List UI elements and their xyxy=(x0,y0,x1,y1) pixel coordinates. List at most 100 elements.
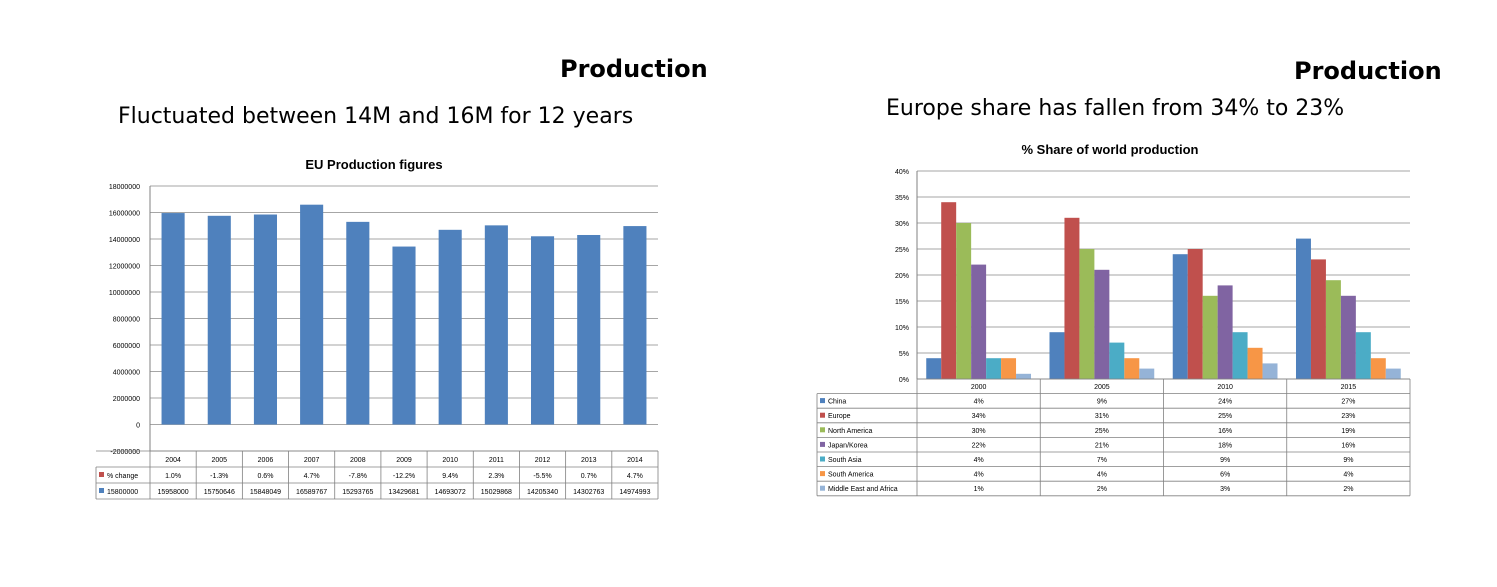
chart1-table-cell: 14974993 xyxy=(619,489,650,496)
chart2-legend-label: Japan/Korea xyxy=(828,442,868,449)
chart1-x-label: 2010 xyxy=(442,457,458,464)
chart2-bar xyxy=(986,358,1002,379)
chart1-table-cell: -5.5% xyxy=(533,473,551,480)
chart1-x-label: 2011 xyxy=(489,457,504,464)
chart2-legend-key xyxy=(820,398,825,404)
chart2-bar xyxy=(926,358,942,379)
chart1-bar xyxy=(392,246,416,425)
chart2-bar xyxy=(1124,358,1140,379)
chart1-table-cell: 15029868 xyxy=(481,489,512,496)
chart1-bar xyxy=(577,234,601,425)
chart2-bar xyxy=(1370,358,1386,379)
chart2-bar xyxy=(1340,295,1356,379)
chart2-bar xyxy=(1202,295,1218,379)
chart2-ytick-label: 40% xyxy=(895,169,909,176)
chart1-legend-label: 15800000 xyxy=(107,489,138,496)
chart2-legend-key xyxy=(820,412,825,418)
chart1-x-label: 2009 xyxy=(396,457,412,464)
chart2-legend-label: South America xyxy=(828,472,874,479)
chart2-title: % Share of world production xyxy=(1022,142,1199,157)
chart1-table-cell: 14693072 xyxy=(435,489,466,496)
slide1-subtitle: Fluctuated between 14M and 16M for 12 ye… xyxy=(118,104,634,129)
chart1-table-cell: -12.2% xyxy=(393,473,415,480)
chart1-ytick-label: 10000000 xyxy=(109,290,140,297)
chart2-bar xyxy=(956,223,972,379)
chart2-bar xyxy=(1139,368,1155,379)
chart1-x-label: 2012 xyxy=(535,457,551,464)
chart2-bar xyxy=(1247,347,1263,379)
chart2-ytick-label: 30% xyxy=(895,221,909,228)
chart2-table-cell: 27% xyxy=(1341,399,1355,406)
chart2-bar xyxy=(941,202,957,379)
chart2-bar xyxy=(1385,368,1401,379)
chart1-table-cell: 15293765 xyxy=(342,489,373,496)
chart2-bar xyxy=(1109,342,1125,379)
chart1-table-cell: -7.8% xyxy=(349,473,367,480)
slide1-title: Production xyxy=(560,55,708,83)
chart2-bar xyxy=(1217,285,1233,379)
chart2-bar xyxy=(1325,280,1341,379)
chart2-bar xyxy=(1187,249,1203,379)
chart2-table-cell: 25% xyxy=(1218,413,1232,420)
chart2-bar xyxy=(1310,259,1326,379)
chart1-table-cell: 13429681 xyxy=(388,489,419,496)
chart2-bar xyxy=(1049,332,1065,379)
chart1-bar xyxy=(438,229,462,425)
chart1-ytick-label: 0 xyxy=(136,423,140,430)
chart2-ytick-label: 20% xyxy=(895,273,909,280)
chart2-x-label: 2015 xyxy=(1341,384,1357,391)
chart1-ytick-label: 14000000 xyxy=(109,237,140,244)
chart1-ytick-label: 2000000 xyxy=(113,396,140,403)
chart1-table-cell: 0.6% xyxy=(257,473,273,480)
chart2-table-cell: 16% xyxy=(1218,428,1232,435)
chart2-table-cell: 30% xyxy=(972,428,986,435)
chart1-bar xyxy=(253,214,277,425)
chart2-table-cell: 1% xyxy=(974,486,984,493)
chart1-x-label: 2007 xyxy=(304,457,320,464)
chart2-table-cell: 7% xyxy=(1097,457,1107,464)
chart1-ytick-label: 8000000 xyxy=(113,317,140,324)
chart2-legend-key xyxy=(820,456,825,462)
chart1-bar xyxy=(300,204,324,425)
chart1-x-label: 2004 xyxy=(165,457,181,464)
chart1-ytick-label: 4000000 xyxy=(113,370,140,377)
chart1-table-cell: 9.4% xyxy=(442,473,458,480)
chart1-table-cell: 4.7% xyxy=(304,473,320,480)
chart1-ytick-label: 6000000 xyxy=(113,343,140,350)
chart2-legend-label: Europe xyxy=(828,413,851,420)
chart1-bar xyxy=(623,226,647,425)
chart2-x-label: 2005 xyxy=(1094,384,1110,391)
chart1-table-cell: 0.7% xyxy=(581,473,597,480)
chart1-table-cell: -1.3% xyxy=(210,473,228,480)
chart2-x-label: 2000 xyxy=(971,384,987,391)
chart2-table-cell: 16% xyxy=(1341,442,1355,449)
chart2-table-cell: 24% xyxy=(1218,399,1232,406)
chart2-table-cell: 4% xyxy=(974,457,984,464)
chart2-ytick-label: 35% xyxy=(895,195,909,202)
chart2-ytick-label: 5% xyxy=(899,351,909,358)
chart1-x-label: 2006 xyxy=(258,457,274,464)
chart1-x-label: 2008 xyxy=(350,457,366,464)
chart2-ytick-label: 25% xyxy=(895,247,909,254)
chart2-table-cell: 4% xyxy=(1343,472,1353,479)
chart1-x-label: 2014 xyxy=(627,457,643,464)
chart1-ytick-label: 16000000 xyxy=(109,211,140,218)
chart2-legend-key xyxy=(820,441,825,447)
chart1-x-label: 2013 xyxy=(581,457,597,464)
chart2-bar xyxy=(1262,363,1278,379)
chart1-table-cell: 15750646 xyxy=(204,489,235,496)
chart1-ytick-label: 18000000 xyxy=(109,184,140,191)
chart1-table-cell: 15958000 xyxy=(158,489,189,496)
chart2-bar xyxy=(1295,238,1311,379)
chart2-table-cell: 9% xyxy=(1343,457,1353,464)
chart2-legend-label: North America xyxy=(828,428,872,435)
chart2-table-cell: 18% xyxy=(1218,442,1232,449)
chart2-table-cell: 4% xyxy=(1097,472,1107,479)
chart2-bar xyxy=(1355,332,1371,379)
chart2-x-label: 2010 xyxy=(1217,384,1233,391)
chart2-bar xyxy=(1064,217,1080,379)
chart1-ytick-label: -2000000 xyxy=(110,449,140,456)
chart2-ytick-label: 10% xyxy=(895,325,909,332)
chart2-ytick-label: 0% xyxy=(899,377,909,384)
